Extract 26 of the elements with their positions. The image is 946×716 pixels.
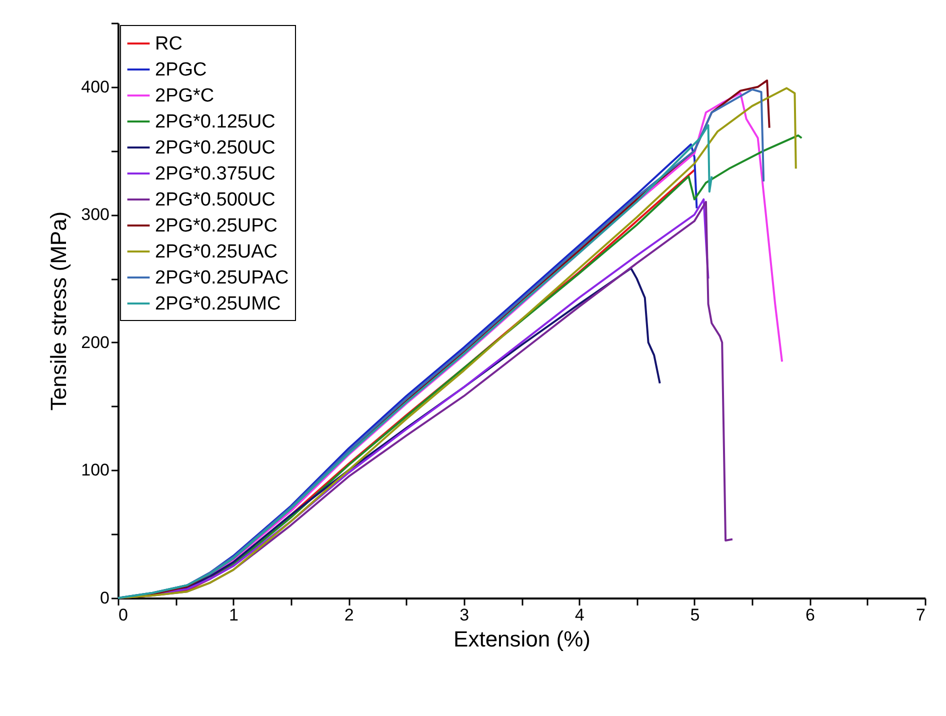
legend-label: 2PG*C <box>155 86 214 106</box>
x-tick-label: 0 <box>118 606 128 624</box>
x-axis-title: Extension (%) <box>454 626 590 652</box>
x-tick-label: 1 <box>229 606 239 624</box>
y-tick-label: 0 <box>100 588 110 608</box>
legend-label: 2PG*0.25UPAC <box>155 268 289 288</box>
x-tick-label: 7 <box>916 606 926 624</box>
y-tick-label: 400 <box>81 77 110 96</box>
legend-label: 2PGC <box>155 60 207 80</box>
legend-label: 2PG*0.125UC <box>155 112 276 132</box>
y-tick-label: 200 <box>81 332 110 352</box>
legend-label: 2PG*0.25UAC <box>155 242 278 262</box>
x-tick-label: 5 <box>690 606 700 624</box>
x-tick-label: 6 <box>805 606 815 624</box>
legend-label: 2PG*0.375UC <box>155 164 276 184</box>
y-axis-title: Tensile stress (MPa) <box>46 211 72 411</box>
legend-label: RC <box>155 34 182 54</box>
y-tick-label: 300 <box>81 205 110 224</box>
x-tick-label: 3 <box>460 606 470 624</box>
legend-label: 2PG*0.25UMC <box>155 294 281 314</box>
x-tick-label: 2 <box>344 606 354 624</box>
legend-label: 2PG*0.500UC <box>155 190 276 210</box>
y-tick-label: 100 <box>81 460 110 480</box>
legend-label: 2PG*0.250UC <box>155 138 276 158</box>
legend-label: 2PG*0.25UPC <box>155 216 278 236</box>
x-tick-label: 4 <box>574 606 584 624</box>
